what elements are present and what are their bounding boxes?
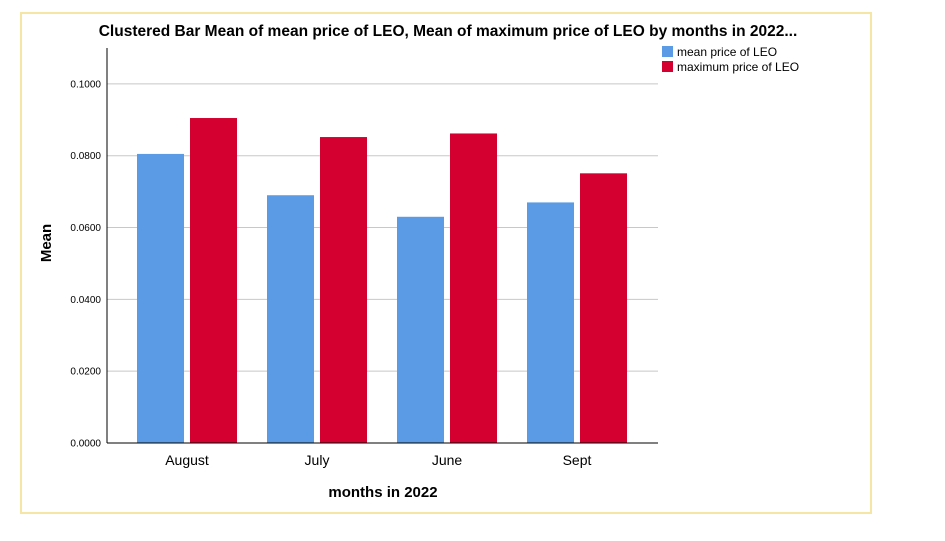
y-tick-label: 0.0200	[70, 367, 101, 378]
bar-maximum-august	[190, 118, 237, 443]
bar-maximum-sept	[580, 173, 627, 443]
bar-mean-august	[137, 153, 184, 443]
y-tick-label: 0.0400	[70, 295, 101, 306]
y-axis-label: Mean	[38, 224, 55, 262]
gridlines	[107, 83, 658, 372]
legend-swatch	[662, 61, 673, 72]
bar-maximum-july	[320, 137, 367, 443]
y-tick-label: 0.0800	[70, 151, 101, 162]
bars	[137, 118, 627, 444]
bar-maximum-june	[450, 133, 497, 444]
legend-label: maximum price of LEO	[677, 60, 799, 74]
x-axis-ticks: August July June Sept	[165, 452, 591, 468]
legend-swatch	[662, 46, 673, 57]
bar-mean-sept	[527, 202, 574, 443]
y-tick-label: 0.1000	[70, 79, 101, 90]
x-tick-label: Sept	[563, 452, 592, 468]
x-tick-label: July	[305, 452, 330, 468]
bar-mean-july	[267, 195, 314, 443]
y-tick-label: 0.0000	[70, 439, 101, 450]
bar-mean-june	[397, 216, 444, 443]
y-tick-label: 0.0600	[70, 223, 101, 234]
chart-title: Clustered Bar Mean of mean price of LEO,…	[99, 23, 798, 40]
x-tick-label: June	[432, 452, 463, 468]
legend-label: mean price of LEO	[677, 45, 777, 59]
x-tick-label: August	[165, 452, 209, 468]
x-axis-label: months in 2022	[328, 484, 437, 501]
y-axis-ticks: 0.0000 0.0200 0.0400 0.0600 0.0800 0.1000	[70, 79, 101, 449]
